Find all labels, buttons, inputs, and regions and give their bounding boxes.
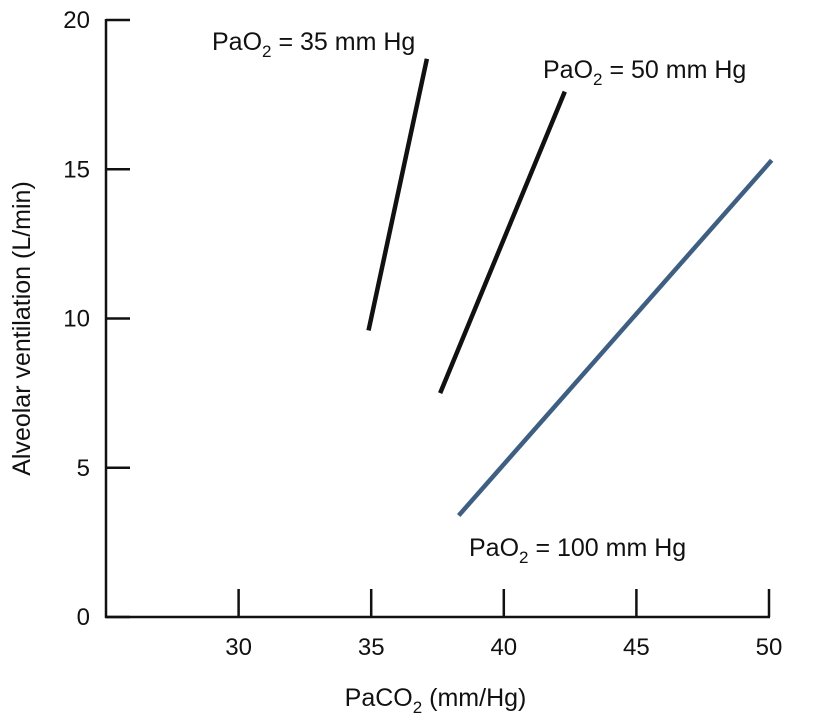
label-text: = 100 mm Hg	[529, 534, 687, 562]
series-label-2: PaO2 = 50 mm Hg	[543, 56, 746, 89]
ticks: 0 5 10 15 20 30 35 40 45 50	[63, 7, 782, 661]
label-text: = 35 mm Hg	[272, 28, 416, 56]
x-tick-label: 40	[490, 634, 517, 661]
x-tick-label: 50	[756, 634, 783, 661]
axes: Alveolar ventilation (L/min)PaCO2 (mm/Hg…	[8, 19, 770, 717]
label-text: PaCO	[345, 684, 413, 712]
series-label-1: PaO2 = 35 mm Hg	[212, 28, 415, 61]
label-text: (mm/Hg)	[422, 684, 526, 712]
label-subscript: 2	[593, 70, 602, 89]
label-text: PaO	[543, 56, 593, 84]
series-line-2	[438, 90, 567, 394]
series-lines	[366, 58, 774, 517]
x-tick-label: 30	[225, 634, 252, 661]
y-tick-label: 5	[77, 455, 90, 482]
y-tick-label: 0	[77, 604, 90, 631]
x-axis-label: PaCO2 (mm/Hg)	[345, 684, 527, 717]
series-label-3: PaO2 = 100 mm Hg	[469, 534, 686, 567]
x-tick-label: 35	[358, 634, 385, 661]
label-text: = 50 mm Hg	[603, 56, 747, 84]
label-subscript: 2	[519, 548, 528, 567]
label-subscript: 2	[413, 698, 422, 717]
y-tick-label: 20	[63, 7, 90, 34]
x-tick-label: 45	[623, 634, 650, 661]
series-line-1	[366, 58, 430, 331]
series-line-3	[457, 158, 774, 517]
label-text: PaO	[469, 534, 519, 562]
y-axis-label: Alveolar ventilation (L/min)	[8, 181, 36, 476]
y-tick-label: 10	[63, 306, 90, 333]
y-tick-label: 15	[63, 156, 90, 183]
label-subscript: 2	[262, 42, 271, 61]
label-text: PaO	[212, 28, 262, 56]
